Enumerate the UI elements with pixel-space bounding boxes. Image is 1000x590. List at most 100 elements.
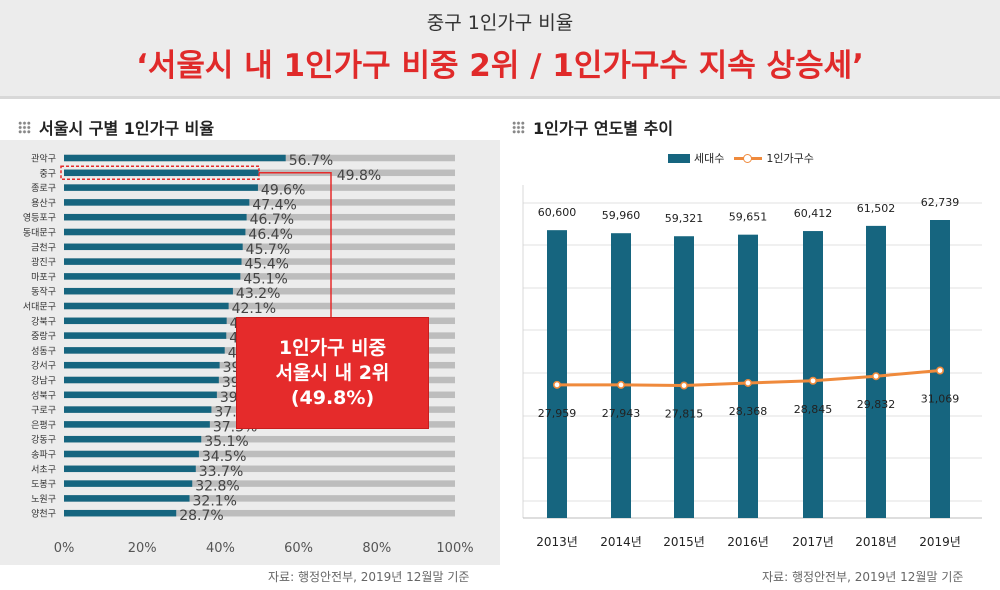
bar-종로구 (64, 184, 258, 191)
left-section-title-text: 서울시 구별 1인가구 비율 (39, 119, 215, 138)
bar-동대문구 (64, 228, 246, 236)
bar-value-label: 59,321 (665, 212, 704, 225)
x-tick-label: 40% (206, 541, 235, 556)
category-label: 성동구 (31, 346, 56, 357)
value-label: 33.7% (199, 464, 243, 480)
bar-성북구 (64, 391, 217, 399)
category-label: 양천구 (31, 509, 56, 520)
category-label: 동대문구 (23, 228, 56, 239)
x-tick-label: 2018년 (855, 535, 897, 549)
bar-track (64, 465, 455, 473)
bar-track (64, 509, 455, 517)
bar-중구 (64, 169, 259, 177)
callout-line-2: 서울시 내 2위 (275, 361, 390, 384)
bar-금천구 (64, 243, 243, 251)
category-label: 은평구 (31, 420, 56, 431)
bar-track (64, 213, 455, 221)
line-point (935, 366, 944, 375)
value-label: 49.6% (261, 183, 305, 199)
category-label: 성북구 (31, 390, 56, 401)
bar-송파구 (64, 450, 199, 458)
bar-노원구 (64, 495, 190, 502)
x-tick-label: 2013년 (536, 535, 578, 549)
category-label: 용산구 (31, 198, 56, 209)
left-source-note: 자료: 행정안전부, 2019년 12월말 기준 (268, 570, 470, 584)
x-tick-label: 2015년 (663, 535, 705, 549)
category-label: 강동구 (31, 435, 56, 446)
value-label: 28.7% (179, 508, 223, 524)
category-label: 송파구 (31, 450, 56, 461)
value-label: 47.4% (252, 197, 296, 213)
x-tick-label: 2017년 (792, 535, 834, 549)
dot-grid-icon (18, 120, 31, 134)
value-label: 34.5% (202, 449, 246, 465)
value-label: 42.1% (232, 301, 276, 317)
category-label: 금천구 (31, 242, 56, 253)
bar-서초구 (64, 465, 196, 473)
x-tick-label: 2016년 (727, 535, 769, 549)
bar-track (64, 184, 455, 191)
legend-line-label: 1인가구수 (766, 152, 814, 165)
bar-track (64, 258, 455, 265)
x-tick-label: 2019년 (919, 535, 961, 549)
bar-은평구 (64, 421, 210, 428)
line-point (616, 380, 625, 389)
value-label: 43.2% (236, 286, 280, 302)
bar-강서구 (64, 361, 220, 369)
bar-용산구 (64, 199, 250, 206)
category-label: 강남구 (31, 376, 56, 387)
callout-line-1: 1인가구 비중 (278, 336, 387, 359)
header-banner: 중구 1인가구 비율 ‘서울시 내 1인가구 비중 2위 / 1인가구수 지속 … (0, 0, 1000, 99)
line-point (871, 372, 880, 381)
right-section-title-text: 1인가구 연도별 추이 (533, 119, 674, 138)
bar-강북구 (64, 317, 227, 325)
line-value-label: 29,832 (857, 398, 896, 411)
bar-track (64, 228, 455, 236)
bar-도봉구 (64, 480, 193, 487)
category-label: 중구 (39, 168, 56, 179)
right-source-note: 자료: 행정안전부, 2019년 12월말 기준 (762, 570, 964, 584)
bar-광진구 (64, 258, 242, 265)
line-value-label: 27,959 (538, 407, 577, 420)
bar-track (64, 287, 455, 295)
bar-구로구 (64, 406, 212, 413)
x-tick-label: 0% (54, 541, 75, 556)
category-label: 서초구 (31, 464, 56, 475)
x-tick-label: 20% (128, 541, 157, 556)
left-section-title: 서울시 구별 1인가구 비율 (18, 115, 214, 139)
line-value-label: 31,069 (921, 393, 960, 406)
bar-성동구 (64, 347, 225, 354)
bar-value-label: 59,651 (729, 211, 768, 224)
value-label: 45.1% (243, 271, 287, 287)
legend-bar-swatch (668, 153, 690, 163)
bar-track (64, 495, 455, 502)
category-label: 관악구 (31, 153, 56, 165)
bar-2013년 (547, 230, 567, 518)
bar-value-label: 60,600 (538, 206, 577, 219)
line-point (552, 380, 561, 389)
bar-영등포구 (64, 213, 247, 221)
category-label: 중랑구 (31, 330, 56, 342)
bar-value-label: 59,960 (602, 209, 641, 222)
bar-2016년 (738, 234, 758, 519)
dot-grid-icon (512, 120, 525, 134)
category-label: 종로구 (31, 183, 56, 194)
bar-track (64, 199, 455, 206)
bar-track (64, 450, 455, 458)
bar-강남구 (64, 376, 219, 384)
category-label: 광진구 (31, 256, 56, 268)
header-subtitle: 중구 1인가구 비율 (426, 12, 574, 34)
highlight-connector (259, 172, 332, 317)
bar-관악구 (64, 154, 286, 162)
category-label: 도봉구 (31, 479, 56, 490)
category-label: 강서구 (31, 361, 56, 372)
category-label: 동작구 (31, 287, 56, 298)
callout-line-3: (49.8%) (290, 386, 375, 409)
highlight-callout: 1인가구 비중 서울시 내 2위 (49.8%) (236, 317, 429, 429)
bar-value-label: 61,502 (857, 202, 896, 215)
x-tick-label: 60% (284, 541, 313, 556)
bar-track (64, 480, 455, 487)
category-label: 구로구 (31, 405, 56, 416)
line-value-label: 28,845 (794, 403, 833, 416)
